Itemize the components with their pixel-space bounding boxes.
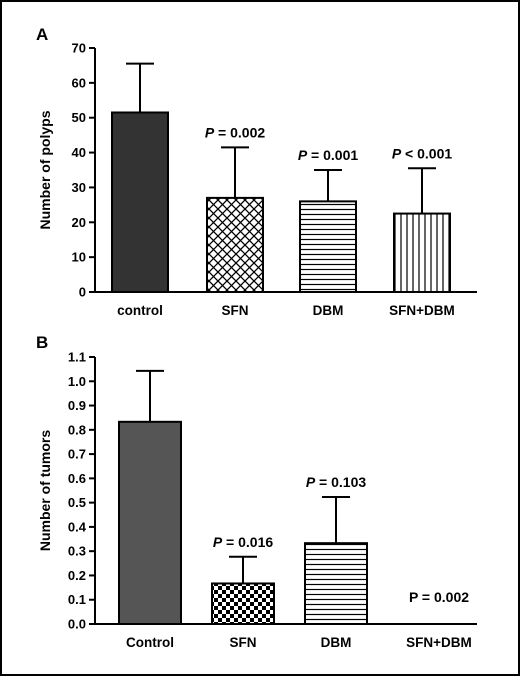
- panel-b-y-tick-label: 0.4: [68, 519, 87, 534]
- panel-b-y-tick-label: 1.0: [68, 374, 86, 389]
- panel-b-bar-control: [118, 420, 182, 626]
- panel-b-letter: B: [36, 333, 48, 352]
- panel-a-y-tick-label: 60: [72, 75, 86, 90]
- panel-a-letter: A: [36, 25, 48, 44]
- panel-a-y-tick-label: 0: [79, 285, 86, 300]
- panel-b-category-label: SFN: [230, 635, 257, 650]
- panel-a-category-label: SFN: [222, 303, 249, 318]
- panel-a-category-label: DBM: [313, 303, 344, 318]
- panel-b-category-label: Control: [126, 635, 174, 650]
- panel-b-y-tick-label: 0.3: [68, 544, 86, 559]
- panel-a-y-tick-label: 50: [72, 110, 86, 125]
- panel-a-category-label: SFN+DBM: [389, 303, 455, 318]
- panel-b-p-value: P = 0.103: [306, 474, 367, 490]
- panel-b-y-tick-label: 0.0: [68, 617, 86, 632]
- panel-b-y-tick-label: 0.5: [68, 495, 86, 510]
- panel-b-y-tick-label: 0.7: [68, 447, 86, 462]
- panel-a-p-value: P = 0.001: [298, 147, 359, 163]
- panel-b-category-label: SFN+DBM: [406, 635, 472, 650]
- panel-b-y-tick-label: 0.2: [68, 568, 86, 583]
- panel-b-y-tick-label: 1.1: [68, 350, 86, 365]
- panel-a-bar-sfn: [206, 196, 264, 293]
- panel-a-y-tick-label: 30: [72, 180, 86, 195]
- panel-a-bar-sfn-dbm: [393, 212, 451, 293]
- panel-a-y-tick-label: 70: [72, 41, 86, 56]
- panel-a-bar-dbm: [299, 200, 357, 293]
- panel-b-p-value: P = 0.002: [409, 589, 469, 605]
- panel-a-y-axis-title: Number of polyps: [37, 110, 53, 229]
- panel-b-bar-sfn: [211, 582, 275, 625]
- panel-b-y-tick-label: 0.8: [68, 422, 86, 437]
- panel-b-y-tick-label: 0.1: [68, 592, 86, 607]
- panel-b-y-axis-title: Number of tumors: [37, 430, 53, 552]
- panel-b-bar-dbm: [304, 542, 368, 625]
- panel-a-y-tick-label: 40: [72, 145, 86, 160]
- panel-a-p-value: P < 0.001: [392, 145, 453, 161]
- panel-a-category-label: control: [117, 303, 163, 318]
- panel-b-p-value: P = 0.016: [213, 534, 274, 550]
- panel-a-bar-control: [111, 111, 169, 293]
- panel-b-category-label: DBM: [321, 635, 352, 650]
- panel-a-p-value: P = 0.002: [205, 124, 266, 140]
- panel-a-y-tick-label: 20: [72, 215, 86, 230]
- panel-b-y-tick-label: 0.9: [68, 398, 86, 413]
- panel-b-y-tick-label: 0.6: [68, 471, 86, 486]
- panel-a-y-tick-label: 10: [72, 250, 86, 265]
